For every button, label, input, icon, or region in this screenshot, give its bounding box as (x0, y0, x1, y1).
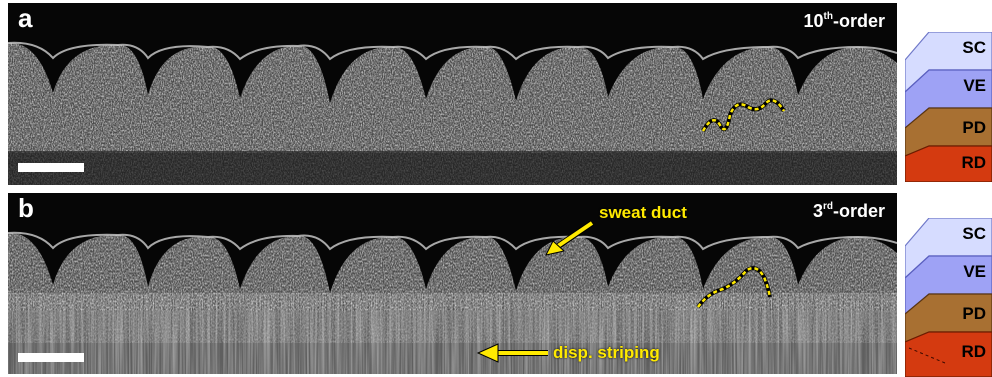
legend-sc-shape-a (905, 32, 992, 93)
scale-bar-a (18, 163, 84, 172)
legend-ve-shape-b (905, 255, 992, 315)
scale-bar-b (18, 353, 84, 362)
layer-legend-shapes-a (905, 32, 992, 182)
order-label-a: 10th-order (803, 11, 886, 31)
legend-label-sc-a: SC (962, 38, 986, 57)
legend-label-rd-b: RD (961, 342, 986, 361)
layer-legend-shapes-b (905, 218, 992, 377)
panel-letter-a: a (18, 3, 33, 33)
legend-label-ve-a: VE (963, 76, 986, 95)
panel-letter-b: b (18, 193, 34, 223)
layer-legend-b: SC VE PD RD (905, 218, 992, 377)
legend-label-sc-b: SC (962, 224, 986, 243)
legend-label-rd-a: RD (961, 153, 986, 172)
oct-image-a (8, 3, 897, 185)
legend-sc-shape-b (905, 218, 992, 279)
legend-rd-shape-b (905, 331, 992, 377)
legend-ve-shape-a (905, 69, 992, 129)
oct-panel-b: b 3rd-order sweat duct disp. striping (8, 193, 897, 374)
order-label-b: 3rd-order (812, 201, 885, 221)
layer-legend-a: SC VE PD RD (905, 32, 992, 182)
oct-image-b (8, 193, 897, 374)
legend-rd-shape-a (905, 145, 992, 182)
legend-pd-shape-b (905, 293, 992, 343)
oct-panel-a: a 10th-order (8, 3, 897, 185)
legend-pd-shape-a (905, 107, 992, 157)
sweat-duct-label: sweat duct (599, 203, 687, 222)
legend-label-pd-b: PD (962, 304, 986, 323)
legend-label-pd-a: PD (962, 118, 986, 137)
striping-label: disp. striping (553, 343, 660, 362)
legend-label-ve-b: VE (963, 262, 986, 281)
